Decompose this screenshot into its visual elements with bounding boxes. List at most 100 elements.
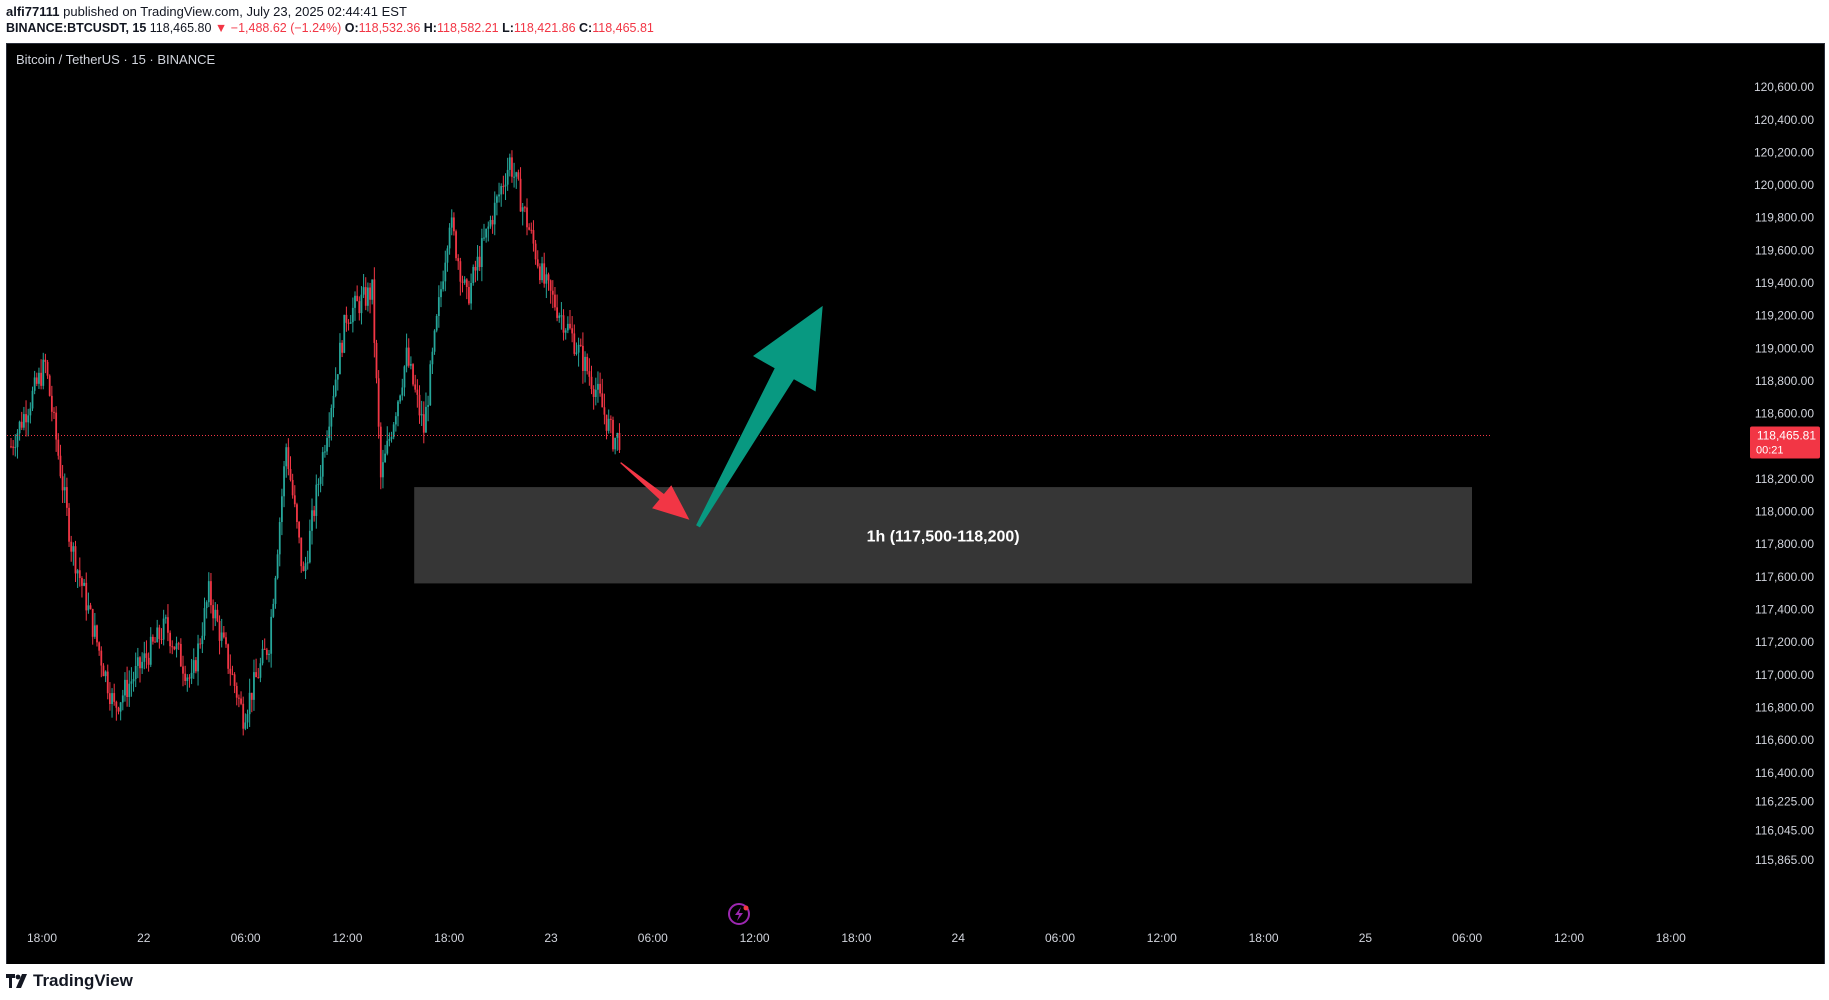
candle <box>382 462 384 478</box>
candle <box>358 301 361 314</box>
candle <box>27 415 30 423</box>
candle <box>268 653 270 655</box>
candle <box>53 411 55 413</box>
candle <box>29 408 32 416</box>
candle <box>599 383 601 394</box>
candle <box>418 394 421 416</box>
candle <box>197 643 199 672</box>
symbol-label: BINANCE:BTCUSDT, 15 <box>6 21 147 35</box>
candle <box>554 294 556 308</box>
y-tick-label: 118,600.00 <box>1755 407 1814 421</box>
candle <box>91 609 94 637</box>
close-label: C: <box>579 21 593 35</box>
candle <box>156 627 159 643</box>
candle <box>470 282 472 304</box>
candle <box>442 281 445 290</box>
candle <box>476 256 479 271</box>
chart-title: Bitcoin / TetherUS · 15 · BINANCE <box>16 52 215 67</box>
candle <box>575 352 578 354</box>
candle <box>450 217 453 228</box>
candle <box>98 642 101 651</box>
candle <box>235 686 238 698</box>
candle <box>502 186 505 188</box>
candle <box>113 693 116 702</box>
candle <box>513 176 515 178</box>
candle <box>446 248 449 263</box>
candle <box>96 625 98 643</box>
candle <box>205 602 208 609</box>
y-tick-label: 117,400.00 <box>1755 603 1814 617</box>
y-tick-label: 116,045.00 <box>1755 824 1814 838</box>
price-chart[interactable]: 120,600.00 120,400.00 120,200.00 120,000.00… <box>7 44 1824 964</box>
candle <box>487 226 490 229</box>
candle <box>586 356 589 372</box>
candle <box>46 361 49 376</box>
candle <box>59 455 62 477</box>
x-tick-label: 22 <box>137 931 151 945</box>
candle <box>440 289 442 298</box>
candle <box>210 581 212 606</box>
candle <box>412 364 414 385</box>
candle <box>341 342 343 353</box>
candle <box>281 496 283 523</box>
candle <box>207 581 210 603</box>
candle <box>293 495 296 505</box>
candle <box>285 447 288 467</box>
x-tick-label: 18:00 <box>1249 931 1279 945</box>
candle <box>364 287 367 306</box>
tradingview-logo-icon <box>6 974 27 988</box>
lightning-icon[interactable] <box>728 903 750 925</box>
candle <box>410 364 412 366</box>
down-triangle-icon: ▼ <box>214 21 228 35</box>
candle <box>474 266 477 271</box>
candle <box>549 280 552 291</box>
candle <box>375 342 378 379</box>
candle <box>347 322 350 324</box>
candle <box>87 605 90 611</box>
candle <box>201 635 204 644</box>
candle <box>324 451 326 453</box>
candle <box>10 446 12 448</box>
y-tick-label: 119,800.00 <box>1755 211 1814 225</box>
candle <box>184 673 187 682</box>
candle <box>605 414 608 431</box>
candle <box>283 466 285 497</box>
candle <box>311 510 313 531</box>
candle <box>160 638 163 640</box>
chart-panel[interactable]: 120,600.00 120,400.00 120,200.00 120,000.00… <box>6 43 1825 965</box>
candle <box>63 487 66 491</box>
x-tick-label: 12:00 <box>1554 931 1584 945</box>
x-tick-label: 25 <box>1359 931 1373 945</box>
candle <box>444 262 447 282</box>
candle <box>618 432 621 450</box>
candle <box>429 364 432 406</box>
candle <box>431 351 434 365</box>
candle <box>68 507 70 542</box>
candle <box>212 605 214 619</box>
candle <box>371 279 374 300</box>
candle <box>416 389 419 395</box>
tradingview-brand: TradingView <box>33 971 133 990</box>
candle <box>528 227 531 230</box>
candle <box>558 315 561 318</box>
candle <box>111 693 113 704</box>
candle <box>218 620 221 641</box>
candle <box>582 345 584 371</box>
candle <box>545 274 548 284</box>
tradingview-logo[interactable]: TradingView <box>6 971 133 991</box>
y-tick-label: 120,400.00 <box>1754 113 1814 127</box>
candle <box>139 657 141 669</box>
zone-label: 1h (117,500-118,200) <box>867 528 1020 545</box>
candle <box>435 316 438 331</box>
candle <box>463 279 466 283</box>
candle <box>377 378 380 427</box>
candle <box>336 374 339 380</box>
candle <box>78 570 81 579</box>
published-text: published on TradingView.com, July 23, 2… <box>63 4 407 19</box>
candle <box>351 307 354 323</box>
candle <box>326 437 328 452</box>
candle <box>319 476 322 484</box>
x-tick-label: 12:00 <box>740 931 770 945</box>
candle <box>287 447 290 469</box>
y-tick-label: 116,400.00 <box>1755 766 1814 780</box>
